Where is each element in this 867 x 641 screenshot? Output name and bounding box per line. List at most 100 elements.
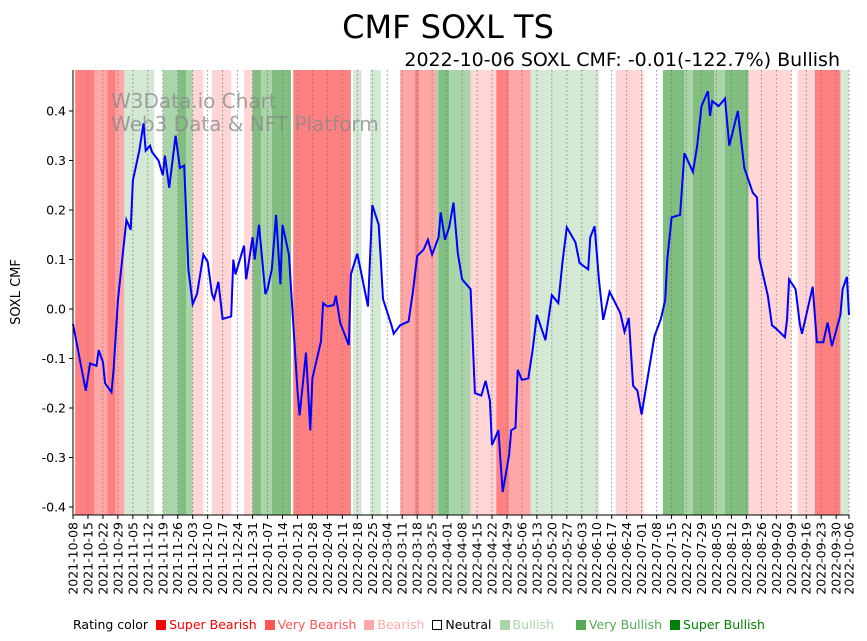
- x-tick-label: 2022-07-01: [634, 522, 649, 595]
- x-tick-label: 2022-09-23: [814, 522, 829, 595]
- x-tick-label: 2022-09-30: [829, 522, 844, 595]
- rating-band-bearish: [748, 70, 792, 515]
- rating-bands: [75, 70, 849, 515]
- x-tick-label: 2021-10-15: [80, 522, 95, 595]
- cmf-line: [72, 90, 850, 493]
- x-tick-label: 2022-07-15: [664, 522, 679, 595]
- x-tick-label: 2021-11-26: [170, 522, 185, 595]
- chart-title: CMF SOXL TS: [342, 8, 554, 46]
- rating-band-super-bearish: [107, 70, 116, 515]
- y-tick-label: 0.2: [46, 203, 66, 218]
- axes: 2021-10-08 2021-10-15 2021-10-22 2021-10-29…: [42, 70, 857, 595]
- legend-label-super-bearish: Super Bearish: [169, 617, 257, 632]
- x-tick-label: 2022-06-10: [589, 522, 604, 595]
- watermark-line-1: W3Data.io Chart: [111, 89, 277, 113]
- x-tick-label: 2022-05-27: [559, 522, 574, 595]
- x-tick-label: 2022-02-11: [335, 522, 350, 595]
- legend-swatch-super-bearish: [156, 619, 167, 630]
- rating-band-super-bearish: [496, 70, 510, 515]
- rating-band-very-bullish: [714, 70, 726, 515]
- x-tick-label: 2021-10-08: [66, 522, 81, 595]
- legend-swatch-bullish: [499, 619, 510, 630]
- rating-band-super-bearish: [293, 70, 321, 515]
- legend-swatch-very-bearish: [264, 619, 275, 630]
- x-tick-label: 2021-11-05: [125, 522, 140, 595]
- x-tick-label: 2022-09-02: [769, 522, 784, 595]
- rating-band-very-bullish: [449, 70, 471, 515]
- rating-band-very-bearish: [115, 70, 125, 515]
- y-tick-label: -0.1: [42, 351, 66, 366]
- chart-subtitle: 2022-10-06 SOXL CMF: -0.01(-122.7%) Bull…: [404, 49, 840, 71]
- x-tick-label: 2022-03-11: [395, 522, 410, 595]
- rating-band-very-bearish: [509, 70, 531, 515]
- rating-band-super-bullish: [692, 70, 715, 515]
- rating-band-super-bearish: [75, 70, 95, 515]
- legend-swatch-super-bullish: [670, 619, 681, 630]
- legend-label-bullish: Bullish: [512, 617, 554, 632]
- y-axis-label: SOXL CMF: [9, 259, 24, 325]
- x-tick-label: 2022-01-21: [290, 522, 305, 595]
- rating-band-bearish: [797, 70, 815, 515]
- legend: Rating color Super Bearish Very Bearish Be…: [73, 617, 765, 632]
- rating-band-super-bullish: [438, 70, 450, 515]
- x-tick-label: 2022-07-22: [679, 522, 694, 595]
- x-tick-label: 2022-07-29: [694, 522, 709, 595]
- rating-band-super-bullish: [725, 70, 749, 515]
- x-tick-label: 2021-11-19: [155, 522, 170, 595]
- rating-band-bearish: [244, 70, 253, 515]
- x-tick-label: 2022-04-15: [470, 522, 485, 595]
- legend-label-super-bullish: Super Bullish: [683, 617, 765, 632]
- x-tick-label: 2022-04-22: [484, 522, 499, 595]
- x-tick-label: 2022-04-01: [440, 522, 455, 595]
- x-tick-label: 2022-01-14: [275, 522, 290, 595]
- rating-band-very-bullish: [684, 70, 693, 515]
- x-tick-label: 2022-04-08: [455, 522, 470, 595]
- x-tick-label: 2021-10-22: [95, 522, 110, 595]
- y-tick-label: 0.0: [46, 302, 66, 317]
- x-tick-label: 2022-10-06: [842, 522, 857, 595]
- x-tick-label: 2022-02-04: [320, 522, 335, 595]
- legend-label-very-bearish: Very Bearish: [277, 617, 357, 632]
- x-tick-label: 2022-07-08: [649, 522, 664, 595]
- rating-band-super-bearish: [415, 70, 420, 515]
- y-tick-label: 0.3: [46, 153, 66, 168]
- x-tick-label: 2022-05-13: [529, 522, 544, 595]
- rating-band-super-bearish: [320, 70, 351, 515]
- watermark-line-2: Web3 Data & NFT Platform: [111, 112, 379, 136]
- rating-band-super-bearish: [814, 70, 841, 515]
- y-tick-label: 0.4: [46, 104, 66, 119]
- rating-band-bullish: [353, 70, 362, 515]
- legend-swatch-bearish: [364, 619, 375, 630]
- x-tick-label: 2022-02-25: [365, 522, 380, 595]
- x-tick-label: 2022-08-12: [724, 522, 739, 595]
- x-tick-label: 2022-04-29: [499, 522, 514, 595]
- x-tick-label: 2021-12-31: [245, 522, 260, 595]
- x-tick-label: 2022-01-28: [305, 522, 320, 595]
- rating-band-very-bullish: [436, 70, 439, 515]
- x-tick-label: 2021-12-03: [185, 522, 200, 595]
- x-tick-label: 2022-03-04: [380, 522, 395, 595]
- x-tick-label: 2021-12-24: [230, 522, 245, 595]
- y-tick-label: -0.4: [42, 500, 66, 515]
- x-tick-label: 2021-11-12: [140, 522, 155, 595]
- y-tick-label: -0.3: [42, 450, 66, 465]
- x-tick-label: 2022-03-18: [410, 522, 425, 595]
- x-tick-label: 2022-08-05: [709, 522, 724, 595]
- x-tick-label: 2022-08-26: [754, 522, 769, 595]
- x-tick-label: 2022-01-07: [260, 522, 275, 595]
- rating-band-super-bullish: [252, 70, 262, 515]
- rating-band-super-bullish: [663, 70, 685, 515]
- y-tick-label: -0.2: [42, 401, 66, 416]
- x-tick-label: 2022-03-25: [425, 522, 440, 595]
- rating-band-bullish: [840, 70, 849, 515]
- x-tick-label: 2022-09-16: [799, 522, 814, 595]
- x-tick-label: 2022-09-09: [784, 522, 799, 595]
- rating-band-bearish: [470, 70, 497, 515]
- legend-label-bearish: Bearish: [377, 617, 425, 632]
- rating-band-bullish: [370, 70, 381, 515]
- x-tick-label: 2021-12-10: [200, 522, 215, 595]
- x-tick-label: 2022-05-20: [544, 522, 559, 595]
- rating-band-very-bearish: [94, 70, 108, 515]
